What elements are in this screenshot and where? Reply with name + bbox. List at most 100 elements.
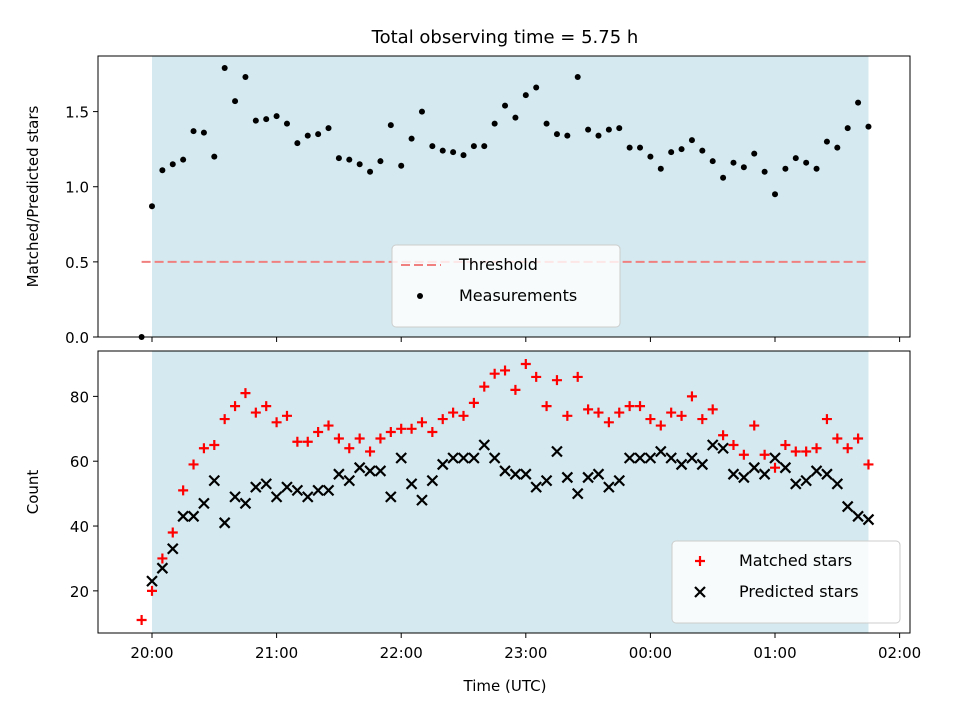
data-point [761, 168, 768, 175]
data-point [810, 465, 823, 477]
data-point [834, 144, 841, 151]
data-point [531, 371, 542, 382]
x-tick-label: 02:00 [878, 644, 921, 662]
data-point [500, 365, 511, 376]
data-point [759, 449, 770, 460]
series-1 [136, 358, 874, 626]
data-point [291, 484, 304, 497]
data-point [678, 146, 685, 153]
data-point [772, 191, 779, 198]
data-point [190, 128, 197, 135]
data-point [792, 155, 799, 162]
data-point [603, 481, 615, 493]
data-point [312, 484, 324, 497]
data-point [313, 427, 324, 438]
data-point [250, 481, 262, 493]
data-point [198, 443, 209, 454]
data-point [208, 474, 221, 487]
data-point [675, 458, 688, 471]
data-point [270, 491, 283, 503]
data-point [813, 165, 820, 172]
data-point [751, 150, 758, 157]
data-point [458, 410, 469, 421]
data-point [325, 125, 332, 132]
data-point [509, 468, 522, 480]
data-point [230, 401, 241, 412]
data-point [346, 156, 353, 163]
legend-entry: Threshold [401, 255, 538, 274]
data-point [749, 420, 760, 431]
data-point [863, 459, 874, 470]
data-point [281, 410, 292, 421]
data-point [250, 407, 261, 418]
series-2 [146, 439, 875, 587]
data-point [396, 423, 407, 434]
data-point [344, 443, 355, 454]
data-point [727, 468, 740, 480]
data-point [624, 401, 635, 412]
data-point [322, 484, 335, 497]
data-point [283, 120, 290, 127]
data-point [522, 92, 529, 99]
data-point [169, 161, 176, 168]
data-point [200, 129, 207, 136]
data-point [354, 433, 365, 444]
data-point [333, 468, 345, 480]
axes-frame [97, 350, 911, 634]
x-axis-label: Time (UTC) [463, 677, 547, 695]
data-point [136, 615, 147, 626]
data-point [406, 423, 417, 434]
data-point [261, 401, 272, 412]
legend-box [391, 244, 621, 328]
data-point [416, 417, 427, 428]
legend-entry: Predicted stars [694, 582, 859, 601]
data-point [613, 474, 626, 487]
data-point [499, 465, 511, 477]
data-point [188, 459, 199, 470]
data-point [676, 410, 687, 421]
data-point [823, 138, 830, 145]
data-point [582, 471, 594, 484]
data-point [470, 143, 477, 150]
data-point [697, 414, 708, 425]
data-point [686, 391, 697, 402]
data-point [717, 442, 729, 455]
data-point [273, 113, 280, 120]
data-point [385, 427, 396, 438]
data-point [533, 84, 540, 91]
data-point [707, 404, 718, 415]
y-tick-label: 0.0 [65, 329, 89, 347]
data-point [779, 461, 792, 474]
data-point [166, 542, 179, 555]
data-point [666, 407, 677, 418]
data-point [436, 458, 449, 471]
series-1 [138, 65, 872, 340]
legend-plus-icon [695, 556, 705, 566]
data-point [219, 414, 230, 425]
data-point [530, 481, 542, 493]
legend-label: Matched stars [739, 551, 852, 570]
data-point [520, 468, 532, 480]
data-point [252, 117, 259, 124]
data-point [645, 414, 656, 425]
data-point [375, 433, 386, 444]
data-point [770, 462, 781, 473]
data-point [634, 452, 646, 464]
x-tick-label: 22:00 [380, 644, 423, 662]
data-point [855, 99, 862, 106]
data-point [377, 158, 384, 165]
data-point [696, 458, 709, 471]
data-point [426, 474, 439, 487]
data-point [416, 494, 428, 506]
data-point [429, 143, 436, 150]
data-point [335, 155, 342, 162]
data-point [841, 500, 854, 513]
data-point [478, 439, 491, 451]
legend-label: Predicted stars [739, 582, 859, 601]
data-point [263, 116, 270, 123]
data-point [626, 144, 633, 151]
data-point [229, 491, 241, 503]
data-point [709, 158, 716, 165]
y-tick-label: 20 [70, 583, 89, 601]
